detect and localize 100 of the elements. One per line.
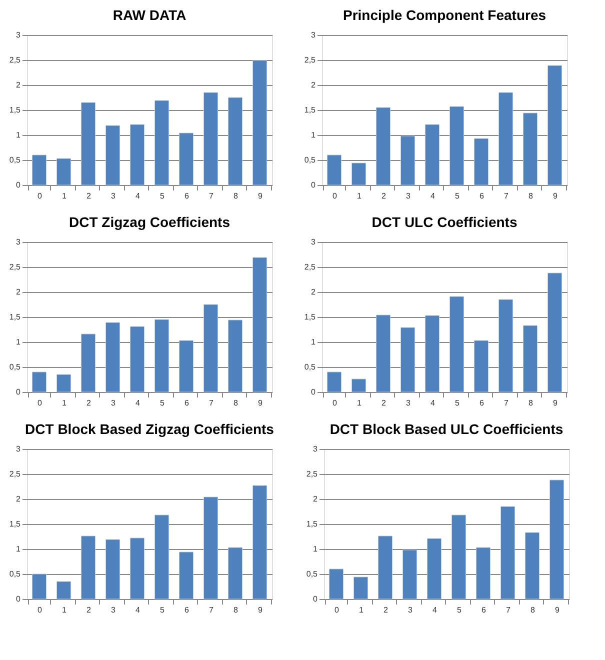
x-tick-label: 3 [406,398,412,408]
x-tick-label: 2 [86,398,92,408]
bar [376,314,390,392]
x-tick-label: 0 [332,398,338,408]
bar [204,92,218,186]
y-tick-label: 1 [16,130,22,140]
y-tick-label: 2 [313,494,318,504]
chart-title: Principle Component Features [342,7,546,23]
x-tick-label: 9 [258,192,264,200]
x-tick-label: 9 [555,606,560,614]
bar [400,136,415,186]
x-tick-label: 3 [406,192,412,200]
x-tick-label: 5 [455,192,460,200]
chart-title: DCT Zigzag Coefficients [68,214,230,230]
bar [252,485,267,600]
y-tick-label: 2,5 [9,262,22,272]
y-tick-label: 3 [16,444,22,454]
x-tick-label: 5 [160,606,166,614]
bar [474,138,488,186]
bar [56,158,71,186]
bar [427,538,442,600]
x-tick-label: 1 [62,398,68,408]
bar [376,107,390,186]
x-tick-label: 8 [234,192,239,200]
y-tick-label: 2 [16,494,22,504]
x-tick-label: 5 [455,398,460,408]
x-tick-label: 4 [430,398,436,408]
y-tick-label: 2,5 [304,262,316,272]
bar [154,514,169,600]
bar [523,112,538,186]
x-tick-label: 4 [430,192,436,200]
y-tick-label: 1 [16,338,22,346]
bar [525,532,540,600]
bar [179,132,194,186]
bar [425,124,440,186]
bar [204,496,218,600]
x-tick-label: 9 [258,398,264,408]
bar [402,550,417,600]
chart-title: RAW DATA [112,7,186,23]
bar [500,506,515,600]
bar [327,154,342,186]
bar [548,272,562,392]
chart-title: DCT Block Based ULC Coefficients [330,421,564,437]
y-tick-label: 3 [16,30,22,40]
y-tick-label: 1 [311,130,316,140]
x-tick-label: 1 [357,192,362,200]
y-tick-label: 2,5 [306,470,318,478]
y-tick-label: 1 [311,338,316,346]
x-tick-label: 4 [136,192,141,200]
bar [476,547,490,600]
x-tick-label: 9 [553,398,558,408]
x-tick-label: 7 [504,192,510,200]
x-tick-label: 6 [480,192,485,200]
bar [474,340,488,392]
bar [548,65,562,186]
y-tick-label: 1,5 [304,312,316,322]
y-tick-label: 0 [313,594,318,604]
y-tick-label: 0,5 [9,570,22,578]
bar [32,154,46,186]
bar [228,97,242,186]
x-tick-label: 8 [528,192,534,200]
y-tick-label: 0,5 [304,156,316,164]
x-tick-label: 1 [62,606,68,614]
bar [56,581,71,600]
bar [179,552,194,600]
x-tick-label: 7 [209,398,214,408]
y-tick-label: 3 [311,30,316,40]
x-tick-label: 0 [38,192,43,200]
bar [523,325,538,392]
x-tick-label: 0 [38,398,43,408]
x-tick-label: 6 [482,606,487,614]
x-tick-label: 2 [382,192,387,200]
x-tick-label: 3 [111,398,116,408]
x-tick-label: 3 [111,192,116,200]
x-tick-label: 7 [209,192,214,200]
bar [154,319,169,392]
bar [81,536,96,600]
bar [352,162,366,186]
y-tick-label: 2 [16,80,22,90]
x-tick-label: 2 [384,606,389,614]
chart-title: DCT Block Based Zigzag Coefficients [25,421,274,437]
x-tick-label: 7 [209,606,214,614]
y-tick-label: 2 [311,288,316,296]
x-tick-label: 2 [86,606,92,614]
x-tick-label: 4 [432,606,438,614]
y-tick-label: 1,5 [9,520,22,528]
x-tick-label: 6 [184,606,190,614]
x-tick-label: 6 [480,398,485,408]
y-tick-label: 2,5 [304,56,316,64]
y-tick-label: 1,5 [306,520,318,528]
bar [32,574,46,600]
y-tick-label: 2,5 [9,56,22,64]
bar [400,327,415,392]
y-tick-label: 0 [311,388,316,396]
y-tick-label: 1,5 [9,312,22,322]
x-tick-label: 5 [160,398,166,408]
x-tick-label: 4 [136,398,141,408]
x-tick-label: 3 [111,606,116,614]
x-tick-label: 9 [553,192,558,200]
bar [228,547,242,600]
